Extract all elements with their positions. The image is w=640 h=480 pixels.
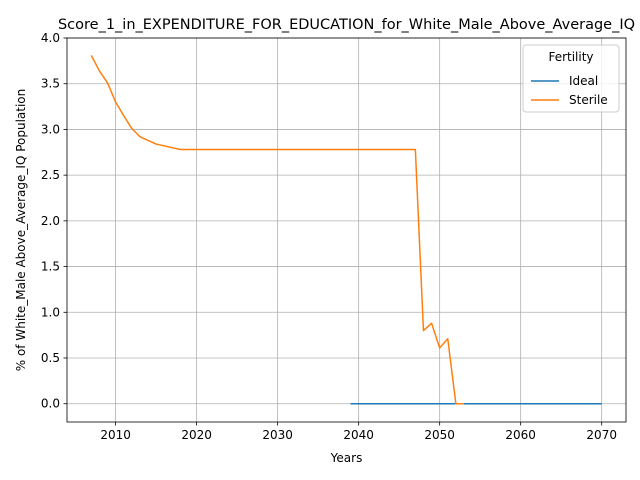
chart-title: Score_1_in_EXPENDITURE_FOR_EDUCATION_for… xyxy=(58,17,635,33)
x-tick-label: 2070 xyxy=(586,428,617,442)
y-tick-label: 1.5 xyxy=(41,260,60,274)
legend-box xyxy=(522,44,620,113)
series-line-sterile xyxy=(90,55,464,405)
y-tick-label: 2.5 xyxy=(41,168,60,182)
y-tick-label: 0.5 xyxy=(41,351,60,365)
y-tick-label: 1.0 xyxy=(41,305,60,319)
legend: Fertility Ideal Sterile xyxy=(522,44,620,113)
x-tick-label: 2060 xyxy=(505,428,536,442)
y-tick-label: 4.0 xyxy=(41,31,60,45)
y-tick-label: 3.0 xyxy=(41,122,60,136)
x-tick-label: 2020 xyxy=(181,428,212,442)
x-tick-label: 2050 xyxy=(424,428,455,442)
y-tick-label: 2.0 xyxy=(41,214,60,228)
legend-items: Ideal Sterile xyxy=(531,74,608,107)
y-axis-label: % of White_Male Above_Average_IQ Populat… xyxy=(14,89,28,372)
x-tick-label: 2030 xyxy=(262,428,293,442)
x-tick-label: 2010 xyxy=(100,428,131,442)
series-lines xyxy=(90,55,602,405)
x-tick-label: 2040 xyxy=(343,428,374,442)
y-tick-label: 0.0 xyxy=(41,397,60,411)
grid-lines xyxy=(67,37,626,422)
x-axis-label: Years xyxy=(330,451,363,465)
legend-title: Fertility xyxy=(548,50,593,64)
axis-ticks: 2010 2020 2030 2040 2050 2060 2070 0.0 0.5 1.0 1.5… xyxy=(41,31,617,442)
legend-label-sterile: Sterile xyxy=(569,93,608,107)
y-tick-label: 3.5 xyxy=(41,77,60,91)
legend-label-ideal: Ideal xyxy=(569,74,598,88)
plot-area-frame xyxy=(66,37,627,423)
